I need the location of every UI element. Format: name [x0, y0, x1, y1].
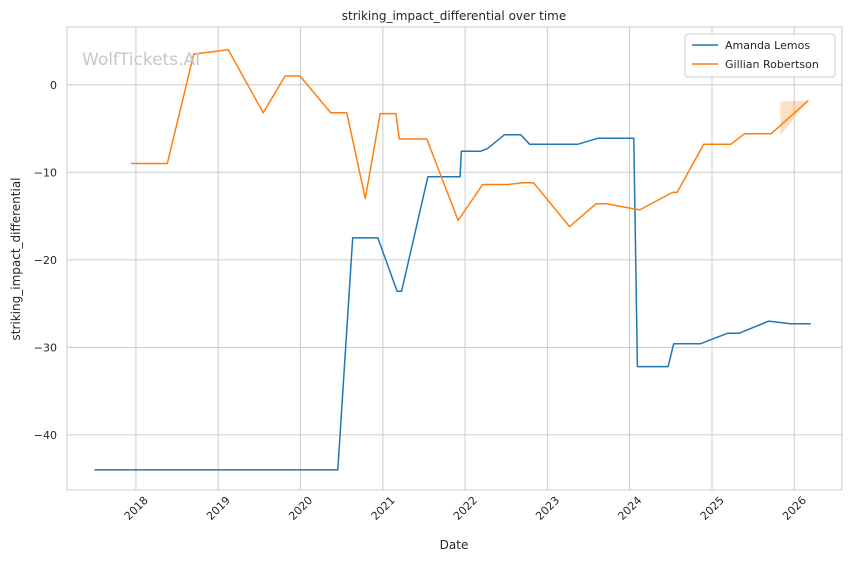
x-tick-labels: 2018 2019 2020 2021 2022 2023 2024 2025 2026	[122, 494, 809, 523]
legend-label-amanda-lemos: Amanda Lemos	[725, 39, 810, 52]
series-line-amanda-lemos	[94, 133, 811, 471]
x-tick-label: 2023	[533, 494, 562, 523]
watermark: WolfTickets.AI	[82, 50, 200, 70]
y-tick-label: 0	[50, 79, 57, 92]
chart-title: striking_impact_differential over time	[342, 9, 567, 23]
x-tick-label: 2026	[780, 494, 809, 523]
x-tick-label: 2021	[369, 494, 398, 523]
legend-label-gillian-robertson: Gillian Robertson	[725, 58, 819, 71]
confidence-band	[780, 100, 809, 136]
plot-background	[66, 26, 843, 491]
y-axis-label: striking_impact_differential	[9, 177, 23, 340]
y-tick-labels: 0 −10 −20 −30 −40	[34, 79, 57, 442]
confidence-bands	[780, 100, 809, 136]
y-tick-label: −30	[34, 341, 57, 354]
legend-box	[684, 33, 836, 78]
series-lines	[94, 49, 811, 471]
y-tick-label: −40	[34, 429, 57, 442]
grid	[67, 27, 842, 490]
x-tick-label: 2024	[615, 494, 644, 523]
x-axis-label: Date	[440, 538, 469, 552]
x-tick-label: 2018	[122, 494, 151, 523]
x-tick-label: 2022	[451, 494, 480, 523]
x-tick-label: 2020	[286, 494, 315, 523]
legend: Amanda Lemos Gillian Robertson	[684, 33, 836, 78]
series-line-gillian-robertson	[131, 49, 809, 228]
y-tick-label: −10	[34, 166, 57, 179]
x-tick-label: 2025	[698, 494, 727, 523]
x-tick-label: 2019	[204, 494, 233, 523]
y-tick-label: −20	[34, 254, 57, 267]
